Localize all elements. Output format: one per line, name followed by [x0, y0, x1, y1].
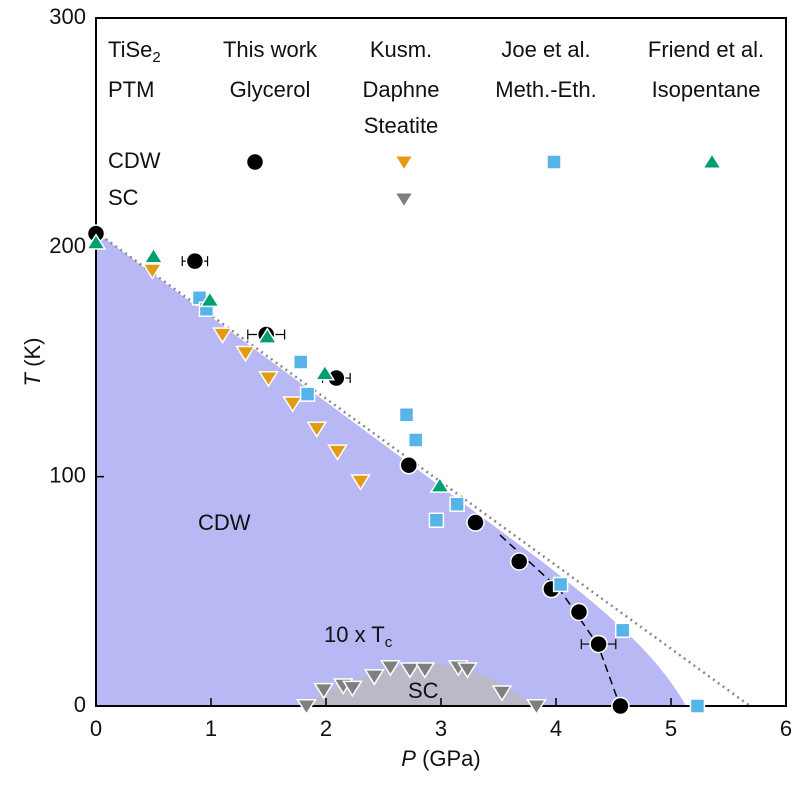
data-point	[457, 662, 478, 679]
y-tick-label: 100	[49, 462, 86, 487]
y-tick-label: 0	[74, 692, 86, 717]
data-point	[614, 622, 631, 639]
fit-line	[499, 534, 621, 707]
data-point	[212, 327, 233, 344]
data-point	[235, 345, 256, 363]
data-point	[428, 512, 445, 528]
data-point	[350, 474, 371, 491]
legend-medium: Meth.-Eth.	[495, 77, 596, 102]
data-point	[491, 685, 513, 702]
annotation: CDW	[198, 510, 251, 535]
data-point	[258, 371, 279, 388]
legend-group-name: Friend et al.	[648, 37, 764, 62]
legend-marker	[393, 191, 415, 209]
x-tick-label: 0	[90, 716, 102, 741]
data-point	[414, 662, 436, 679]
x-axis-label: P (GPa)	[401, 746, 481, 771]
data-point	[256, 327, 278, 344]
data-point	[449, 496, 465, 512]
sc-region	[300, 664, 535, 706]
annotation: 10 x Tc	[324, 622, 393, 651]
data-point	[185, 251, 205, 271]
legend-row-label: CDW	[108, 148, 161, 173]
x-tick-label: 5	[665, 716, 677, 741]
annotation: SC	[408, 678, 439, 703]
x-tick-label: 3	[435, 716, 447, 741]
legend-marker	[245, 152, 265, 172]
x-tick-label: 6	[780, 716, 792, 741]
legend-marker	[393, 154, 415, 172]
data-point	[466, 513, 485, 532]
y-axis-label: T (K)	[20, 338, 45, 387]
data-point	[407, 432, 424, 448]
legend-row-label: SC	[108, 185, 139, 210]
data-point	[398, 406, 415, 423]
legend-medium: Isopentane	[652, 77, 761, 102]
legend-group-name: Kusm.	[370, 37, 432, 62]
data-point	[313, 682, 335, 700]
data-point	[292, 354, 309, 370]
legend-marker	[701, 152, 723, 170]
data-point	[611, 696, 630, 716]
y-tick-label: 200	[49, 233, 86, 258]
legend-marker	[546, 154, 562, 170]
data-point	[399, 662, 421, 679]
data-point	[143, 246, 164, 264]
data-point	[282, 396, 304, 413]
data-point	[526, 698, 547, 716]
legend-medium: Glycerol	[230, 77, 311, 102]
fit-line	[95, 230, 751, 708]
data-point	[85, 233, 107, 250]
data-point	[509, 552, 529, 571]
data-point	[380, 659, 401, 677]
data-point	[327, 444, 348, 461]
data-point	[399, 455, 419, 475]
legend-medium: Daphne	[362, 77, 439, 102]
data-point	[296, 698, 317, 716]
data-point	[552, 576, 569, 593]
data-point	[589, 634, 608, 654]
legend-medium: Steatite	[364, 113, 439, 138]
data-point	[199, 290, 221, 308]
legend-title: TiSe2	[108, 37, 161, 66]
data-point	[342, 680, 363, 698]
x-tick-label: 1	[205, 716, 217, 741]
legend-subtitle: PTM	[108, 77, 154, 102]
data-point	[306, 421, 328, 439]
data-point	[141, 263, 163, 280]
data-point	[363, 669, 385, 686]
x-tick-label: 4	[550, 716, 562, 741]
data-point	[569, 602, 589, 622]
x-tick-label: 2	[320, 716, 332, 741]
data-point	[314, 363, 336, 381]
data-point	[689, 698, 706, 714]
legend-group-name: Joe et al.	[501, 37, 590, 62]
data-point	[429, 476, 451, 493]
data-point	[299, 386, 316, 402]
legend-group-name: This work	[223, 37, 318, 62]
y-tick-label: 300	[49, 4, 86, 29]
